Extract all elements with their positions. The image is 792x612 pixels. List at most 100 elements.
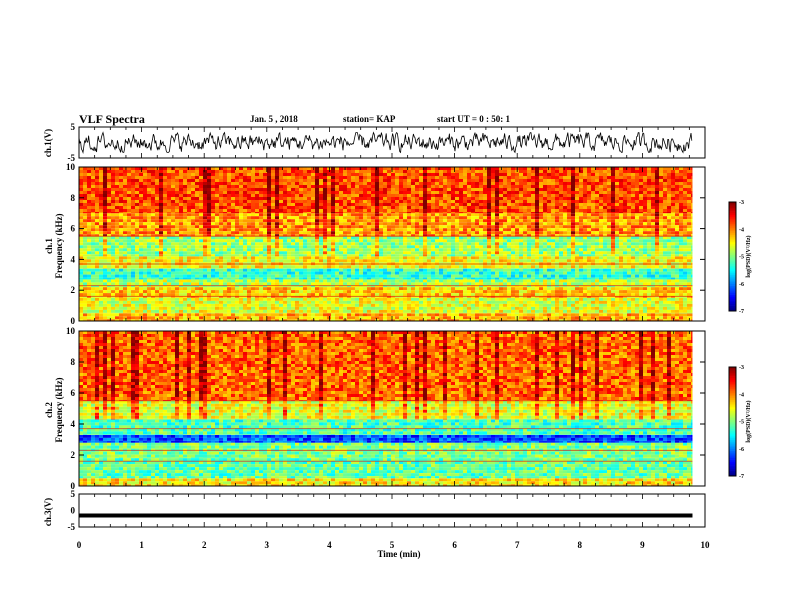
ch1-spectrogram-cb-step-58: [729, 204, 736, 206]
ch1-spectrogram-ytick-1: 2: [71, 285, 76, 295]
ch2-spectrogram-cb-step-15: [729, 447, 736, 449]
ch2-spectrogram-cb-step-58: [729, 369, 736, 371]
ch2-spectrogram-cb-step-46: [729, 391, 736, 393]
ch1-spectrogram-cb-step-46: [729, 226, 736, 228]
ch2-spectrogram-cb-step-30: [729, 420, 736, 422]
ch2-spectrogram-cb-step-5: [729, 465, 736, 467]
ch2-spectrogram-cb-step-35: [729, 411, 736, 413]
ch1-spectrogram-cb-step-34: [729, 247, 736, 249]
x-axis-label: Time (min): [377, 549, 420, 559]
xtick-label-10: 10: [701, 540, 711, 550]
ch1-spectrogram-panel: 0 2 4 6 8 10: [66, 162, 705, 326]
ch2-spectrogram-cb-step-21: [729, 436, 736, 438]
ch2-spectrogram-cb-step-23: [729, 432, 736, 434]
ch1-spectrogram-cb-label: log(PSD)(V²/Hz): [745, 235, 752, 277]
ch2-spectrogram-cb-step-16: [729, 445, 736, 447]
ch2-spectrogram-cb-step-22: [729, 434, 736, 436]
ch1-spectrogram-cb-step-21: [729, 271, 736, 273]
ch1-spectrogram-ytick-0: 0: [71, 316, 76, 326]
station-label: station= KAP: [343, 114, 396, 124]
ch3-ylabel: ch.3(V): [43, 498, 53, 526]
ch1-spectrogram-cb-step-18: [729, 276, 736, 278]
ch1-spectrogram-cb-step-35: [729, 246, 736, 248]
ch2-spectrogram-cb-step-56: [729, 372, 736, 374]
ch1-spectrogram-cb-step-38: [729, 240, 736, 242]
xtick-label-0: 0: [77, 540, 82, 550]
ch1-spectrogram-cb-step-1: [729, 307, 736, 309]
xtick-label-7: 7: [515, 540, 520, 550]
ch1-spectrogram-cb-step-47: [729, 224, 736, 226]
ch1-spectrogram-cb-tick-1: -4: [739, 227, 744, 233]
xtick-label-3: 3: [265, 540, 270, 550]
ch2-spectrogram-cb-step-40: [729, 402, 736, 404]
ch1-spectrogram-cb-step-3: [729, 304, 736, 306]
ch2-spectrogram-cb-step-34: [729, 412, 736, 414]
ch2-spectrogram-cb-step-55: [729, 374, 736, 376]
ch1-spectrogram-cb-step-10: [729, 291, 736, 293]
ch2-spectrogram-cb-step-42: [729, 398, 736, 400]
ch2-spectrogram-cb-step-25: [729, 429, 736, 431]
ch2-spectrogram-cb-step-37: [729, 407, 736, 409]
ch2-spectrogram-cb-step-26: [729, 427, 736, 429]
ch1-spectrogram-ytick-2: 4: [71, 254, 76, 264]
ch2-spectrogram-cb-step-24: [729, 431, 736, 433]
ch2-spectrogram-cb-step-32: [729, 416, 736, 418]
ch1-waveform-panel: 5-5: [68, 122, 706, 163]
ch1-spectrogram-cb-step-8: [729, 295, 736, 297]
ch1-spectrogram-cb-step-16: [729, 280, 736, 282]
ch1-spectrogram-cb-step-55: [729, 209, 736, 211]
ch2-spectrogram-cb-tick-2: -5: [739, 420, 744, 426]
ch2-spectrogram-cb-step-36: [729, 409, 736, 411]
ch2-spectrogram-ytick-2: 4: [71, 419, 76, 429]
ch1-spectrogram-cb-step-49: [729, 220, 736, 222]
ch2-spectrogram-cb-step-3: [729, 469, 736, 471]
ch2-spectrogram-cb-step-53: [729, 378, 736, 380]
xtick-label-6: 6: [452, 540, 457, 550]
ch1-spectrogram-cb-step-22: [729, 269, 736, 271]
ch2-spectrogram-cb-step-19: [729, 440, 736, 442]
ch1-spectrogram-cb-step-56: [729, 207, 736, 209]
ch1-spectrogram-cb-step-54: [729, 211, 736, 213]
ch2-spectrogram-cb-step-8: [729, 460, 736, 462]
ch1-spectrogram-ytick-3: 6: [71, 224, 76, 234]
ch1-spectrogram-cb-step-41: [729, 235, 736, 237]
ch1-spectrogram-cb-step-43: [729, 231, 736, 233]
ch2-spectrogram-cb-tick-1: -4: [739, 392, 744, 398]
ch3-waveform-panel: 50-5: [68, 489, 706, 532]
ch1-spectrogram-cb-step-30: [729, 255, 736, 257]
ch1-spectrogram-cb-step-33: [729, 249, 736, 251]
ch2-spectrogram-cb-step-27: [729, 425, 736, 427]
ch1-spectrogram-cb-step-9: [729, 293, 736, 295]
ch2-spectrogram-cb-step-47: [729, 389, 736, 391]
ch2-spectrogram-cb-step-51: [729, 382, 736, 384]
ch2-spectrogram-cb-step-50: [729, 383, 736, 385]
ch1-spectrogram-cb-step-6: [729, 298, 736, 300]
xtick-label-9: 9: [640, 540, 645, 550]
ch2-spectrogram-cb-step-7: [729, 461, 736, 463]
ch2-spectrogram-cb-step-11: [729, 454, 736, 456]
ch1-spectrogram-cb-step-29: [729, 257, 736, 259]
ch2-side-label: ch.2: [44, 402, 54, 418]
ch3-waveform-ytick-2: -5: [68, 522, 76, 532]
ch1-spectrogram-cb-step-37: [729, 242, 736, 244]
ch2-spectrogram-cb-step-29: [729, 422, 736, 424]
ch2-spectrogram-cb-step-2: [729, 471, 736, 473]
ch1-spectrogram-cb-step-25: [729, 264, 736, 266]
ch1-spectrogram-cb-step-32: [729, 251, 736, 253]
ch1-spectrogram-ytick-5: 10: [66, 162, 76, 172]
ch2-spectrogram-cb-step-57: [729, 371, 736, 373]
ch1-spectrogram-ytick-4: 8: [71, 193, 76, 203]
ch1-spectrogram-cb-step-20: [729, 273, 736, 275]
ch1-spectrogram-cb-step-14: [729, 284, 736, 286]
ch2-spectrogram-cb-tick-3: -6: [739, 447, 744, 453]
ch1-spectrogram-cb-step-2: [729, 306, 736, 308]
ch1-spectrogram-cb-step-48: [729, 222, 736, 224]
xtick-label-8: 8: [578, 540, 583, 550]
ch2-spectrogram-cb-step-43: [729, 396, 736, 398]
ch2-spectrogram-cb-step-41: [729, 400, 736, 402]
ch1-freq-ylabel: Frequency (kHz): [54, 213, 64, 278]
ch2-spectrogram-cb-step-17: [729, 443, 736, 445]
ch1-spectrogram-cb-step-53: [729, 213, 736, 215]
ch2-spectrogram-cb-step-31: [729, 418, 736, 420]
